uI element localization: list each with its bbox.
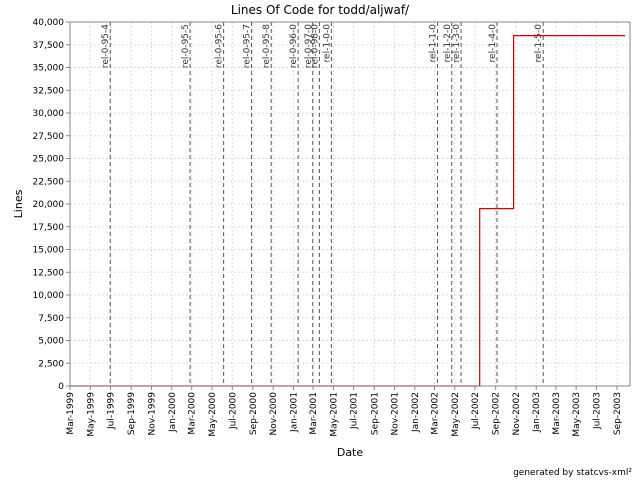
x-tick-label: Mar-2000 (188, 392, 198, 435)
y-tick-label: 25,000 (33, 155, 65, 165)
release-marker-label: rel-1-0-0 (322, 24, 332, 63)
y-tick-label: 17,500 (33, 223, 65, 233)
y-tick-label: 2,500 (38, 359, 64, 369)
release-marker-label: rel-0-95-7 (243, 24, 253, 68)
x-tick-label: Mar-2002 (430, 392, 440, 435)
grid-lines (69, 21, 630, 387)
y-tick-label: 10,000 (33, 291, 65, 301)
release-marker-label: rel-0-98-0 (310, 24, 320, 68)
y-tick-label: 27,500 (33, 132, 65, 142)
chart-title: Lines Of Code for todd/aljwaf/ (231, 3, 410, 17)
x-tick-label: Jan-2003 (532, 392, 542, 433)
release-marker-label: rel-0-95-8 (262, 24, 272, 68)
release-marker-label: rel-0-95-6 (215, 24, 225, 68)
x-tick-label: Jul-2000 (228, 392, 238, 430)
x-tick-label: Jan-2000 (168, 392, 178, 433)
x-tick-label: May-1999 (86, 392, 96, 437)
y-tick-label: 30,000 (33, 109, 65, 119)
x-tick-label: Sep-2001 (370, 392, 380, 435)
y-tick-label: 0 (58, 382, 64, 392)
y-tick-label: 37,500 (33, 41, 65, 51)
x-tick-label: Jul-2003 (592, 392, 602, 430)
y-tick-label: 7,500 (38, 314, 64, 324)
x-tick-label: Sep-1999 (127, 392, 137, 435)
x-tick-label: Jul-1999 (107, 392, 117, 430)
release-marker-label: rel-0-96-0 (289, 24, 299, 68)
y-tick-label: 5,000 (38, 337, 64, 347)
x-tick-label: Jan-2002 (411, 392, 421, 433)
release-marker-label: rel-1-1-0 (428, 24, 438, 63)
y-tick-label: 20,000 (33, 200, 65, 210)
x-tick-label: Sep-2002 (492, 392, 502, 435)
x-tick-label: Mar-2001 (309, 392, 319, 435)
y-axis-ticks: 0 2,500 5,000 7,500 10,000 12,500 15,000 17,500… (33, 18, 70, 392)
x-tick-label: Jul-2001 (350, 392, 360, 430)
x-tick-label: Sep-2000 (249, 392, 259, 435)
x-tick-label: May-2002 (451, 392, 461, 437)
release-marker-label: rel-0-97-0 (304, 24, 314, 68)
release-markers: rel-0-95-4 rel-0-95-5 rel-0-95-6 rel-0-95-7… (101, 22, 544, 386)
release-marker-label: rel-1-5-0 (534, 24, 544, 63)
x-tick-label: Jul-2002 (471, 392, 481, 430)
x-tick-label: May-2003 (572, 392, 582, 437)
y-tick-label: 40,000 (33, 18, 65, 28)
y-axis-label: Lines (12, 189, 25, 218)
y-tick-label: 12,500 (33, 268, 65, 278)
series-layer (70, 34, 625, 387)
x-tick-label: Nov-1999 (147, 392, 157, 436)
generator-credit: generated by statcvs-xml² (513, 468, 632, 478)
y-tick-label: 15,000 (33, 246, 65, 256)
x-tick-label: May-2000 (208, 392, 218, 437)
release-marker-label: rel-1-2-0 (443, 24, 453, 63)
x-tick-label: Nov-2001 (391, 392, 401, 435)
x-tick-label: Nov-2002 (512, 392, 522, 435)
y-tick-label: 35,000 (33, 64, 65, 74)
x-tick-label: Jan-2001 (289, 392, 299, 433)
x-tick-label: Mar-2003 (552, 392, 562, 435)
loc-series-line (70, 34, 625, 387)
x-axis-label: Date (337, 446, 364, 459)
x-tick-label: Sep-2003 (613, 392, 623, 435)
release-marker-label: rel-0-95-4 (101, 24, 111, 68)
y-tick-label: 22,500 (33, 177, 65, 187)
x-tick-label: Mar-1999 (66, 392, 76, 435)
x-tick-label: Nov-2000 (269, 392, 279, 436)
x-tick-label: May-2001 (329, 392, 339, 437)
release-marker-label: rel-0-95-5 (181, 24, 191, 68)
y-tick-label: 32,500 (33, 86, 65, 96)
release-marker-label: rel-1-3-0 (452, 24, 462, 63)
release-marker-label: rel-1-4-0 (488, 24, 498, 63)
x-axis-ticks: Mar-1999 May-1999 Jul-1999 Sep-1999 Nov-1999… (66, 386, 623, 437)
